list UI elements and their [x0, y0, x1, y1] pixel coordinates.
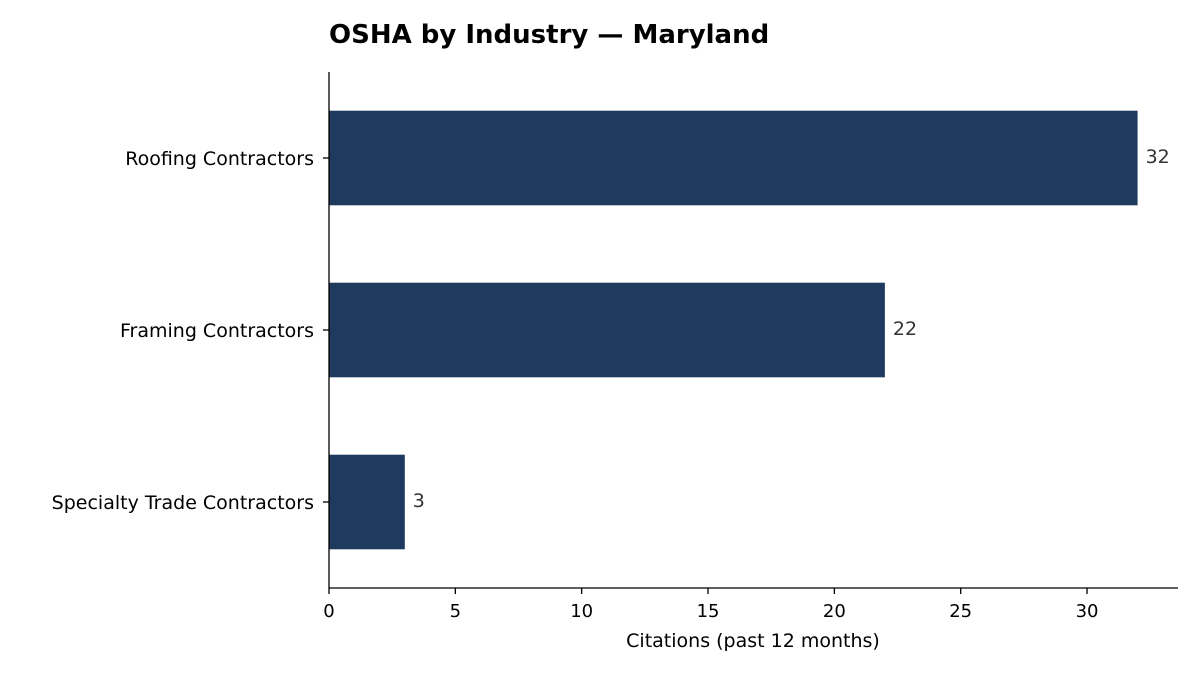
data-label-2: 3	[413, 490, 425, 512]
category-label-1: Framing Contractors	[120, 320, 314, 342]
bar-1	[329, 282, 885, 378]
x-tick-label-6: 30	[1076, 601, 1099, 622]
x-tick-label-4: 20	[823, 601, 846, 622]
x-tick-label-3: 15	[697, 601, 720, 622]
category-labels: Roofing Contractors Framing Contractors Sp…	[52, 148, 329, 514]
chart-title: OSHA by Industry — Maryland	[329, 20, 769, 50]
category-label-0: Roofing Contractors	[125, 148, 314, 170]
bar-0	[329, 110, 1138, 206]
x-ticks: 0 5 10 15 20 25 30	[323, 588, 1098, 622]
data-labels: 32 22 3	[413, 146, 1170, 512]
x-tick-label-0: 0	[323, 601, 334, 622]
bars-group	[329, 110, 1138, 550]
bar-2	[329, 454, 405, 550]
x-axis-label: Citations (past 12 months)	[626, 630, 880, 652]
x-tick-label-5: 25	[949, 601, 972, 622]
category-label-2: Specialty Trade Contractors	[52, 492, 314, 514]
x-tick-label-2: 10	[570, 601, 593, 622]
data-label-1: 22	[893, 318, 917, 340]
x-tick-label-1: 5	[450, 601, 461, 622]
data-label-0: 32	[1146, 146, 1170, 168]
